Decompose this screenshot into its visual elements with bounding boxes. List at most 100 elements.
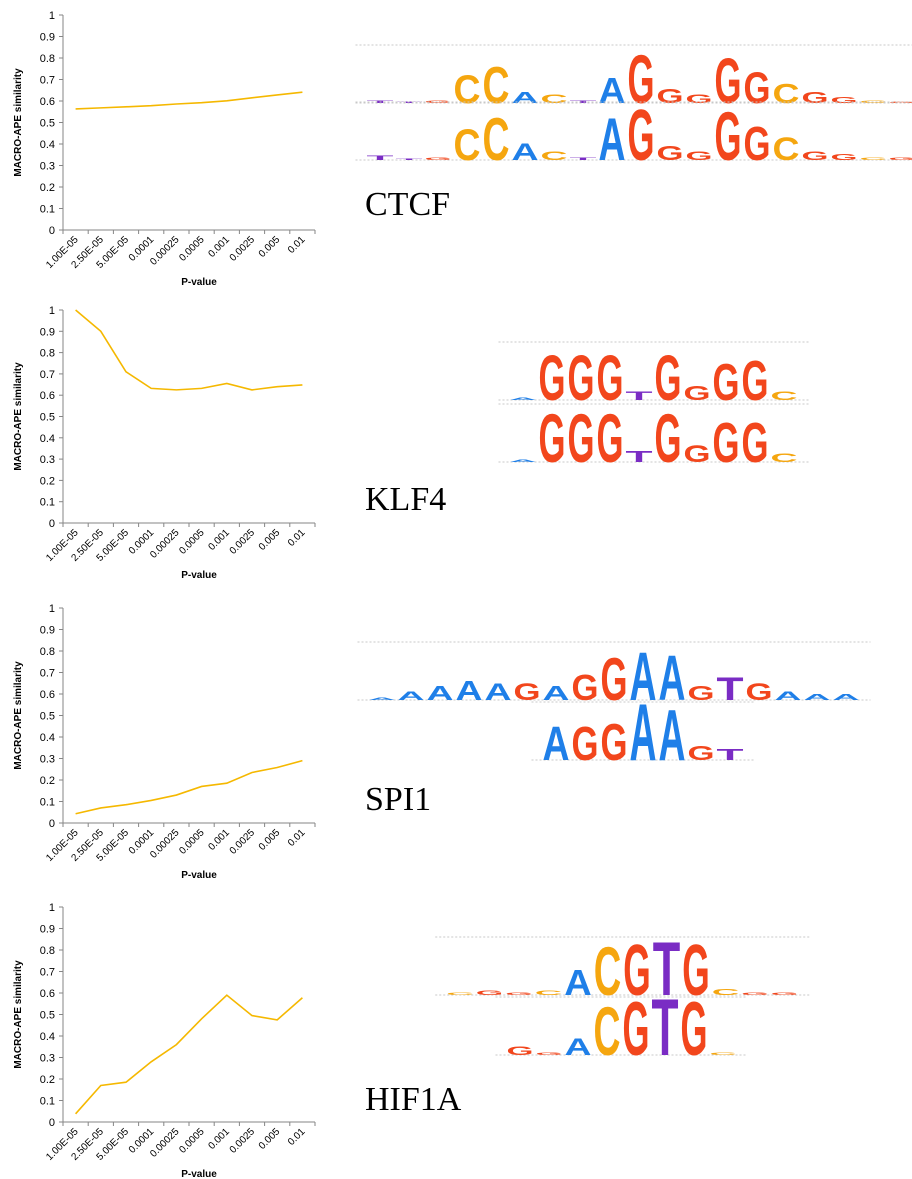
logo-letter: G: [536, 1051, 563, 1055]
logo-letter: G: [657, 85, 684, 107]
logo-letter: G: [802, 89, 829, 107]
y-tick-label: 0.4: [40, 732, 55, 744]
y-tick-label: 0.6: [40, 390, 55, 402]
logo-letter: G: [713, 412, 740, 475]
y-tick-label: 0.7: [40, 369, 55, 381]
logo-letter: G: [597, 400, 624, 477]
y-tick-label: 0.8: [40, 646, 55, 658]
y-tick-label: 0.3: [40, 161, 55, 173]
logo-letter: G: [741, 991, 769, 995]
logo-letter: A: [456, 674, 483, 706]
logo-letter: T: [626, 448, 653, 466]
logo-letter: A: [512, 138, 539, 165]
logo-letter: A: [427, 682, 454, 704]
logo-letter: G: [539, 400, 566, 477]
y-tick-label: 0.8: [40, 945, 55, 957]
motif-name: CTCF: [365, 186, 450, 223]
x-tick-label: 0.0005: [177, 1126, 207, 1156]
logo-letter: C: [454, 67, 481, 112]
x-tick-label: 0.01: [286, 827, 308, 849]
logo-letter: A: [369, 696, 396, 700]
y-tick-label: 0.2: [40, 475, 55, 487]
logo-letter: C: [454, 120, 481, 169]
logo-letter: G: [688, 742, 715, 764]
y-tick-label: 0.2: [40, 775, 55, 787]
y-tick-label: 0.9: [40, 32, 55, 44]
logo-letter: G: [713, 353, 740, 411]
logo-letter: T: [626, 389, 653, 402]
logo-letter: G: [425, 99, 452, 103]
y-axis-title: MACRO-APE similarity: [13, 661, 24, 770]
logo-letter: A: [630, 688, 657, 778]
logo-letter: G: [476, 990, 504, 997]
x-axis-title: P-value: [181, 870, 217, 881]
y-tick-label: 0.8: [40, 348, 55, 360]
x-tick-label: 0.005: [257, 827, 283, 853]
logo-letter: G: [623, 985, 650, 1071]
y-tick-label: 0.5: [40, 1010, 55, 1022]
logo-letter: T: [570, 99, 597, 103]
x-tick-label: 0.0005: [177, 527, 207, 557]
logo-letter: A: [398, 689, 425, 702]
y-tick-label: 0: [49, 1117, 55, 1129]
logo-letter: G: [686, 149, 713, 162]
logo-letter: G: [568, 342, 595, 414]
logo-letter: G: [628, 94, 655, 175]
logo-letter: G: [744, 116, 771, 170]
logo-letter: A: [512, 89, 539, 107]
logo-letter: G: [686, 92, 713, 105]
logo-letter: G: [688, 682, 715, 704]
y-tick-label: 0.3: [40, 1053, 55, 1065]
x-tick-label: 0.0005: [177, 827, 207, 857]
y-tick-label: 0.1: [40, 204, 55, 216]
y-tick-label: 0.7: [40, 967, 55, 979]
y-tick-label: 0.9: [40, 625, 55, 637]
logo-letter: C: [773, 77, 800, 109]
logo-letter: C: [712, 988, 740, 997]
y-tick-label: 0.9: [40, 326, 55, 338]
x-tick-label: 0.01: [286, 527, 308, 549]
line-series: [75, 759, 303, 815]
logo-letter: G: [597, 342, 624, 414]
motif-name: KLF4: [365, 481, 446, 518]
x-tick-label: 0.0025: [228, 527, 258, 557]
y-tick-label: 0.6: [40, 689, 55, 701]
logo-letter: T: [717, 746, 744, 764]
logo-letter: G: [628, 41, 655, 118]
y-tick-label: 0.4: [40, 139, 55, 151]
logo-letter: G: [742, 350, 769, 413]
logo-letter: A: [485, 678, 512, 705]
y-tick-label: 0.6: [40, 96, 55, 108]
y-tick-label: 0: [49, 518, 55, 530]
y-tick-label: 0.5: [40, 711, 55, 723]
logo-letter: G: [572, 667, 599, 707]
logo-letter: G: [505, 991, 533, 995]
x-axis-title: P-value: [181, 570, 217, 581]
y-axis-title: MACRO-APE similarity: [13, 960, 24, 1069]
x-axis-title: P-value: [181, 1169, 217, 1179]
logo-letter: G: [744, 63, 771, 112]
logo-letter: G: [742, 412, 769, 475]
logo-letter: A: [659, 694, 686, 775]
logo-letter: A: [543, 716, 570, 770]
y-axis-title: MACRO-APE similarity: [13, 68, 24, 177]
y-tick-label: 0.7: [40, 668, 55, 680]
logo-letter: G: [715, 98, 742, 175]
logo-letter: G: [601, 713, 628, 771]
logo-letter: C: [860, 156, 887, 160]
logo-letter: A: [564, 962, 592, 1002]
x-tick-label: 0.0025: [228, 234, 258, 264]
logo-letter: T: [396, 158, 423, 160]
x-tick-label: 0.01: [286, 234, 308, 256]
logo-letter: C: [541, 149, 568, 162]
logo-letter: A: [510, 458, 537, 462]
y-tick-label: 0.5: [40, 412, 55, 424]
logo-letter: G: [514, 678, 541, 705]
line-series: [75, 994, 303, 1115]
y-tick-label: 0.6: [40, 988, 55, 1000]
logo-letter: A: [599, 70, 626, 110]
line-series: [75, 309, 303, 391]
logo-letter: G: [831, 153, 858, 162]
motif-name: SPI1: [365, 781, 431, 818]
x-tick-label: 0.01: [286, 1126, 308, 1148]
